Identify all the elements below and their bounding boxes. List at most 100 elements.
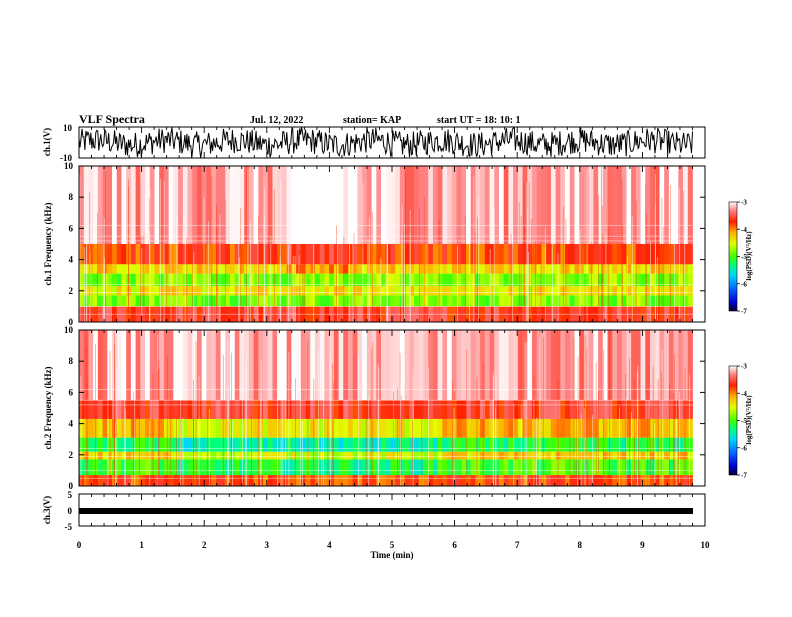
spectrogram-cell	[517, 451, 523, 460]
spectrogram-cell	[673, 295, 679, 307]
spectrogram-cell	[79, 418, 85, 438]
spectrogram-cell	[314, 166, 321, 244]
spectrogram-cell	[437, 295, 443, 307]
spectrogram-cell	[527, 475, 533, 486]
spectrogram-cell	[130, 244, 137, 265]
spectrogram-cell	[678, 475, 684, 486]
spectrogram-cell	[616, 244, 623, 265]
spectrogram-cell	[517, 166, 523, 244]
spectrogram-cell	[513, 475, 519, 486]
spectrogram-cell	[683, 264, 689, 274]
spectrogram-cell	[532, 475, 538, 486]
spectrogram-cell	[574, 451, 580, 460]
spectrogram-cell	[225, 166, 231, 244]
spectrogram-cell	[399, 451, 406, 460]
spectrogram-cell	[593, 451, 599, 460]
spectrogram-cell	[135, 475, 141, 486]
spectrogram-cell	[314, 459, 321, 476]
spectrogram-cell	[560, 264, 566, 274]
spectrogram-cell	[239, 273, 245, 287]
spectrogram-cell	[159, 273, 165, 287]
spectrogram-cell	[503, 295, 509, 307]
spectrogram-cell	[532, 330, 538, 401]
spectrogram-cell	[640, 437, 646, 452]
colorbar-tick-label: -5	[741, 253, 747, 261]
spectrogram-cell	[173, 166, 179, 244]
spectrogram-cell	[442, 451, 448, 460]
spectrogram-cell	[305, 418, 311, 438]
spectrogram-cell	[489, 437, 495, 452]
spectrogram-cell	[239, 459, 245, 476]
spectrogram-cell	[508, 437, 514, 452]
spectrogram-cell	[645, 451, 651, 460]
spectrogram-cell	[645, 295, 651, 307]
spectrogram-cell	[654, 244, 660, 265]
spectrogram-cell	[517, 400, 523, 419]
spectrogram-cell	[187, 437, 193, 452]
spectrogram-cell	[588, 295, 594, 307]
spectrogram-cell	[130, 330, 137, 401]
spectrogram-cell	[447, 264, 453, 274]
spectrogram-cell	[532, 286, 538, 296]
spectrogram-cell	[499, 264, 505, 274]
spectrogram-cell	[583, 400, 590, 419]
spectrogram-cell	[366, 459, 372, 476]
spectrogram-cell	[163, 244, 170, 265]
spectrogram-cell	[362, 330, 368, 401]
waveform-ch1-line	[78, 127, 693, 159]
spectrogram-cell	[192, 418, 198, 438]
spectrogram-cell	[305, 264, 311, 274]
spectrogram-cell	[442, 166, 448, 244]
spectrogram-cell	[546, 244, 552, 265]
spectrogram-cell	[517, 264, 523, 274]
spectrogram-cell	[93, 295, 99, 307]
spectrogram-cell	[607, 451, 613, 460]
spectrogram-cell	[130, 451, 137, 460]
spectrogram-cell	[631, 295, 637, 307]
spectrogram-cell	[390, 286, 396, 296]
spectrogram-cell	[352, 459, 358, 476]
spectrogram-cell	[88, 330, 94, 401]
spectrogram-cell	[102, 418, 108, 438]
spectrogram-cell	[333, 475, 339, 486]
spectrogram-cell	[305, 295, 311, 307]
spectrogram-cell	[428, 273, 434, 287]
spectrogram-cell	[291, 459, 297, 476]
spectrogram-cell	[687, 475, 693, 486]
spectrogram-cell	[263, 166, 269, 244]
spectrogram-cell	[329, 264, 335, 274]
spectrogram-cell	[475, 264, 481, 274]
spectrogram-cell	[381, 459, 387, 476]
spectrogram-cell	[107, 273, 113, 287]
spectrogram-cell	[126, 244, 132, 265]
spectrogram-cell	[272, 475, 278, 486]
spectrogram-cell	[357, 330, 363, 401]
spectrogram-cell	[640, 330, 646, 401]
spectrogram-cell	[621, 273, 627, 287]
spectrogram-cell	[192, 400, 198, 419]
spectrogram-ch1-xticks	[78, 166, 706, 322]
spectrogram-cell	[187, 286, 193, 296]
spectrogram-cell	[678, 295, 684, 307]
spectrogram-cell	[173, 330, 179, 401]
spectrogram-cell	[668, 273, 674, 287]
spectrogram-cell	[583, 166, 590, 244]
spectrogram-cell	[489, 400, 495, 419]
spectrogram-cell	[664, 459, 670, 476]
spectrogram-cell	[650, 475, 656, 486]
spectrogram-cell	[508, 264, 514, 274]
spectrogram-cell	[107, 166, 113, 244]
spectrogram-cell	[140, 451, 146, 460]
spectrogram-cell	[645, 244, 651, 265]
spectrogram-cell	[281, 244, 288, 265]
spectrogram-cell	[409, 330, 415, 401]
spectrogram-cell	[659, 295, 665, 307]
spectrogram-cell	[607, 295, 613, 307]
ytick-label: 6	[69, 387, 74, 397]
spectrogram-cell	[428, 400, 434, 419]
spectrogram-cell	[418, 418, 424, 438]
spectrogram-cell	[314, 295, 321, 307]
spectrogram-cell	[352, 244, 358, 265]
spectrogram-cell	[163, 330, 170, 401]
